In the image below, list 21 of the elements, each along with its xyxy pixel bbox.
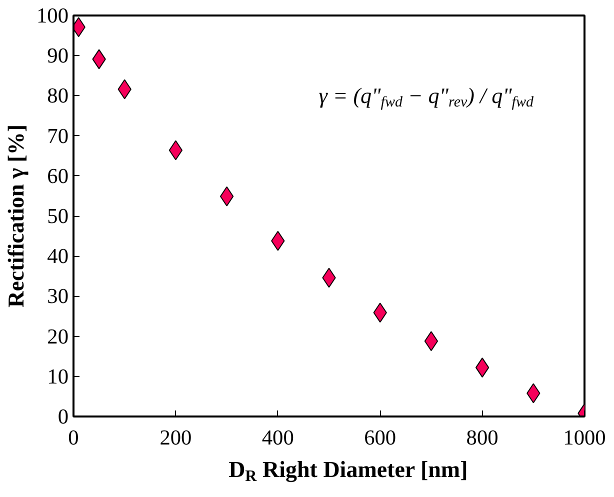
y-tick-label: 100: [36, 4, 69, 28]
y-tick-label: 70: [47, 124, 68, 148]
x-tick-label: 400: [262, 426, 294, 450]
point: [475, 358, 490, 378]
y-tick-label: 60: [47, 164, 68, 188]
point: [424, 331, 438, 352]
y-tick-label: 30: [47, 284, 68, 308]
x-tick-label: 600: [364, 426, 396, 450]
point: [220, 186, 234, 206]
point: [168, 140, 183, 160]
x-tick-label: 1000: [563, 426, 606, 450]
y-axis-title: Rectification γ [%]: [4, 124, 29, 308]
x-tick-label: 200: [160, 426, 192, 450]
y-tick-label: 20: [47, 324, 68, 348]
y-tick-label: 40: [47, 244, 68, 268]
x-tick-label: 800: [466, 426, 498, 450]
y-tick-label: 0: [58, 404, 69, 428]
y-tick-label: 80: [47, 84, 68, 108]
y-tick-label: 10: [47, 364, 68, 388]
y-tick-label: 90: [47, 44, 68, 68]
y-tick-label: 50: [47, 204, 68, 228]
